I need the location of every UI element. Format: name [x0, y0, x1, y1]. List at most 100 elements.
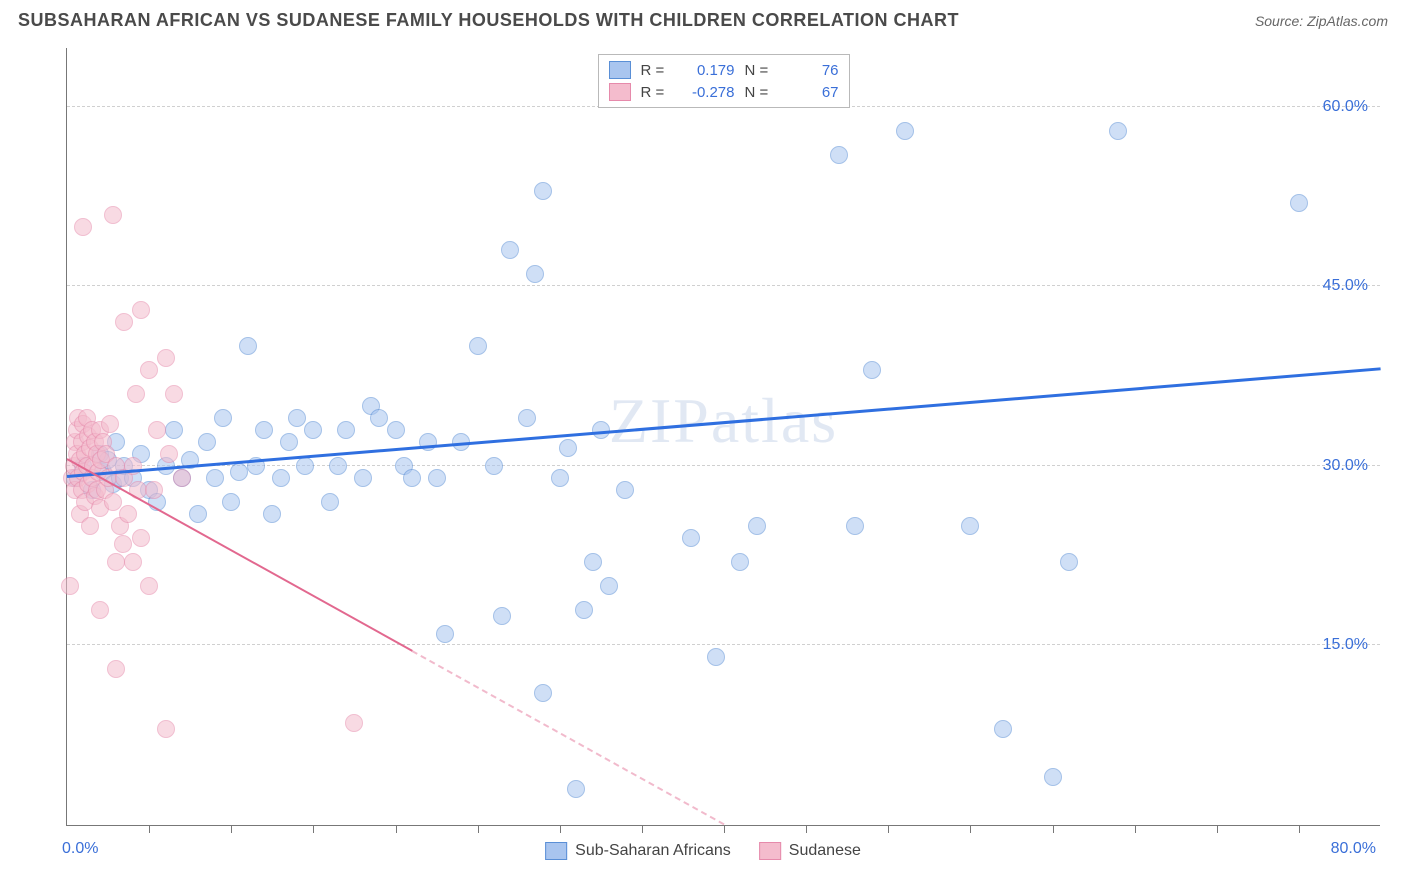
data-point [61, 577, 79, 595]
chart-title: SUBSAHARAN AFRICAN VS SUDANESE FAMILY HO… [18, 10, 959, 31]
data-point [140, 361, 158, 379]
data-point [387, 421, 405, 439]
data-point [501, 241, 519, 259]
legend-n-label: N = [745, 84, 773, 101]
y-tick-label: 15.0% [1323, 636, 1368, 654]
data-point [101, 415, 119, 433]
x-axis-min: 0.0% [62, 840, 98, 858]
x-tick [1299, 825, 1300, 833]
data-point [321, 493, 339, 511]
data-point [239, 337, 257, 355]
correlation-legend: R = 0.179 N = 76 R = -0.278 N = 67 [598, 54, 850, 108]
legend-row-series-1: R = -0.278 N = 67 [609, 81, 839, 103]
data-point [370, 409, 388, 427]
x-tick [970, 825, 971, 833]
chart-container: Family Households with Children ZIPatlas… [18, 48, 1388, 874]
legend-n-value-1: 67 [783, 84, 839, 101]
x-tick [396, 825, 397, 833]
legend-n-label: N = [745, 62, 773, 79]
legend-item-series-0: Sub-Saharan Africans [545, 842, 731, 860]
data-point [863, 361, 881, 379]
data-point [567, 780, 585, 798]
data-point [198, 433, 216, 451]
data-point [436, 625, 454, 643]
data-point [160, 445, 178, 463]
data-point [124, 553, 142, 571]
data-point [1290, 194, 1308, 212]
data-point [157, 349, 175, 367]
legend-swatch-series-0 [609, 61, 631, 79]
data-point [518, 409, 536, 427]
legend-r-label: R = [641, 62, 669, 79]
x-axis-max: 80.0% [1331, 840, 1376, 858]
data-point [748, 517, 766, 535]
trendline-extrapolated [411, 650, 724, 825]
data-point [682, 529, 700, 547]
data-point [616, 481, 634, 499]
data-point [140, 577, 158, 595]
data-point [189, 505, 207, 523]
x-tick [478, 825, 479, 833]
data-point [575, 601, 593, 619]
data-point [961, 517, 979, 535]
legend-swatch-icon [545, 842, 567, 860]
x-tick [1053, 825, 1054, 833]
data-point [206, 469, 224, 487]
x-tick [1217, 825, 1218, 833]
data-point [107, 553, 125, 571]
x-tick [1135, 825, 1136, 833]
source-attribution: Source: ZipAtlas.com [1255, 13, 1388, 29]
data-point [485, 457, 503, 475]
data-point [280, 433, 298, 451]
x-tick [313, 825, 314, 833]
x-tick [560, 825, 561, 833]
data-point [115, 313, 133, 331]
data-point [272, 469, 290, 487]
data-point [1109, 122, 1127, 140]
x-tick [231, 825, 232, 833]
data-point [296, 457, 314, 475]
data-point [157, 720, 175, 738]
data-point [1044, 768, 1062, 786]
data-point [329, 457, 347, 475]
data-point [81, 517, 99, 535]
gridline-h [67, 644, 1380, 645]
y-tick-label: 60.0% [1323, 98, 1368, 116]
data-point [104, 206, 122, 224]
data-point [403, 469, 421, 487]
data-point [230, 463, 248, 481]
data-point [132, 301, 150, 319]
x-tick [888, 825, 889, 833]
data-point [534, 182, 552, 200]
data-point [288, 409, 306, 427]
data-point [263, 505, 281, 523]
data-point [994, 720, 1012, 738]
data-point [846, 517, 864, 535]
data-point [132, 529, 150, 547]
legend-swatch-icon [759, 842, 781, 860]
data-point [493, 607, 511, 625]
data-point [91, 601, 109, 619]
data-point [707, 648, 725, 666]
data-point [107, 660, 125, 678]
y-tick-label: 45.0% [1323, 277, 1368, 295]
legend-item-series-1: Sudanese [759, 842, 861, 860]
data-point [469, 337, 487, 355]
legend-row-series-0: R = 0.179 N = 76 [609, 59, 839, 81]
data-point [214, 409, 232, 427]
data-point [559, 439, 577, 457]
data-point [127, 385, 145, 403]
data-point [114, 535, 132, 553]
data-point [551, 469, 569, 487]
data-point [304, 421, 322, 439]
data-point [74, 218, 92, 236]
gridline-h [67, 285, 1380, 286]
data-point [165, 385, 183, 403]
x-tick [806, 825, 807, 833]
data-point [526, 265, 544, 283]
data-point [534, 684, 552, 702]
data-point [119, 505, 137, 523]
data-point [896, 122, 914, 140]
data-point [428, 469, 446, 487]
legend-r-label: R = [641, 84, 669, 101]
